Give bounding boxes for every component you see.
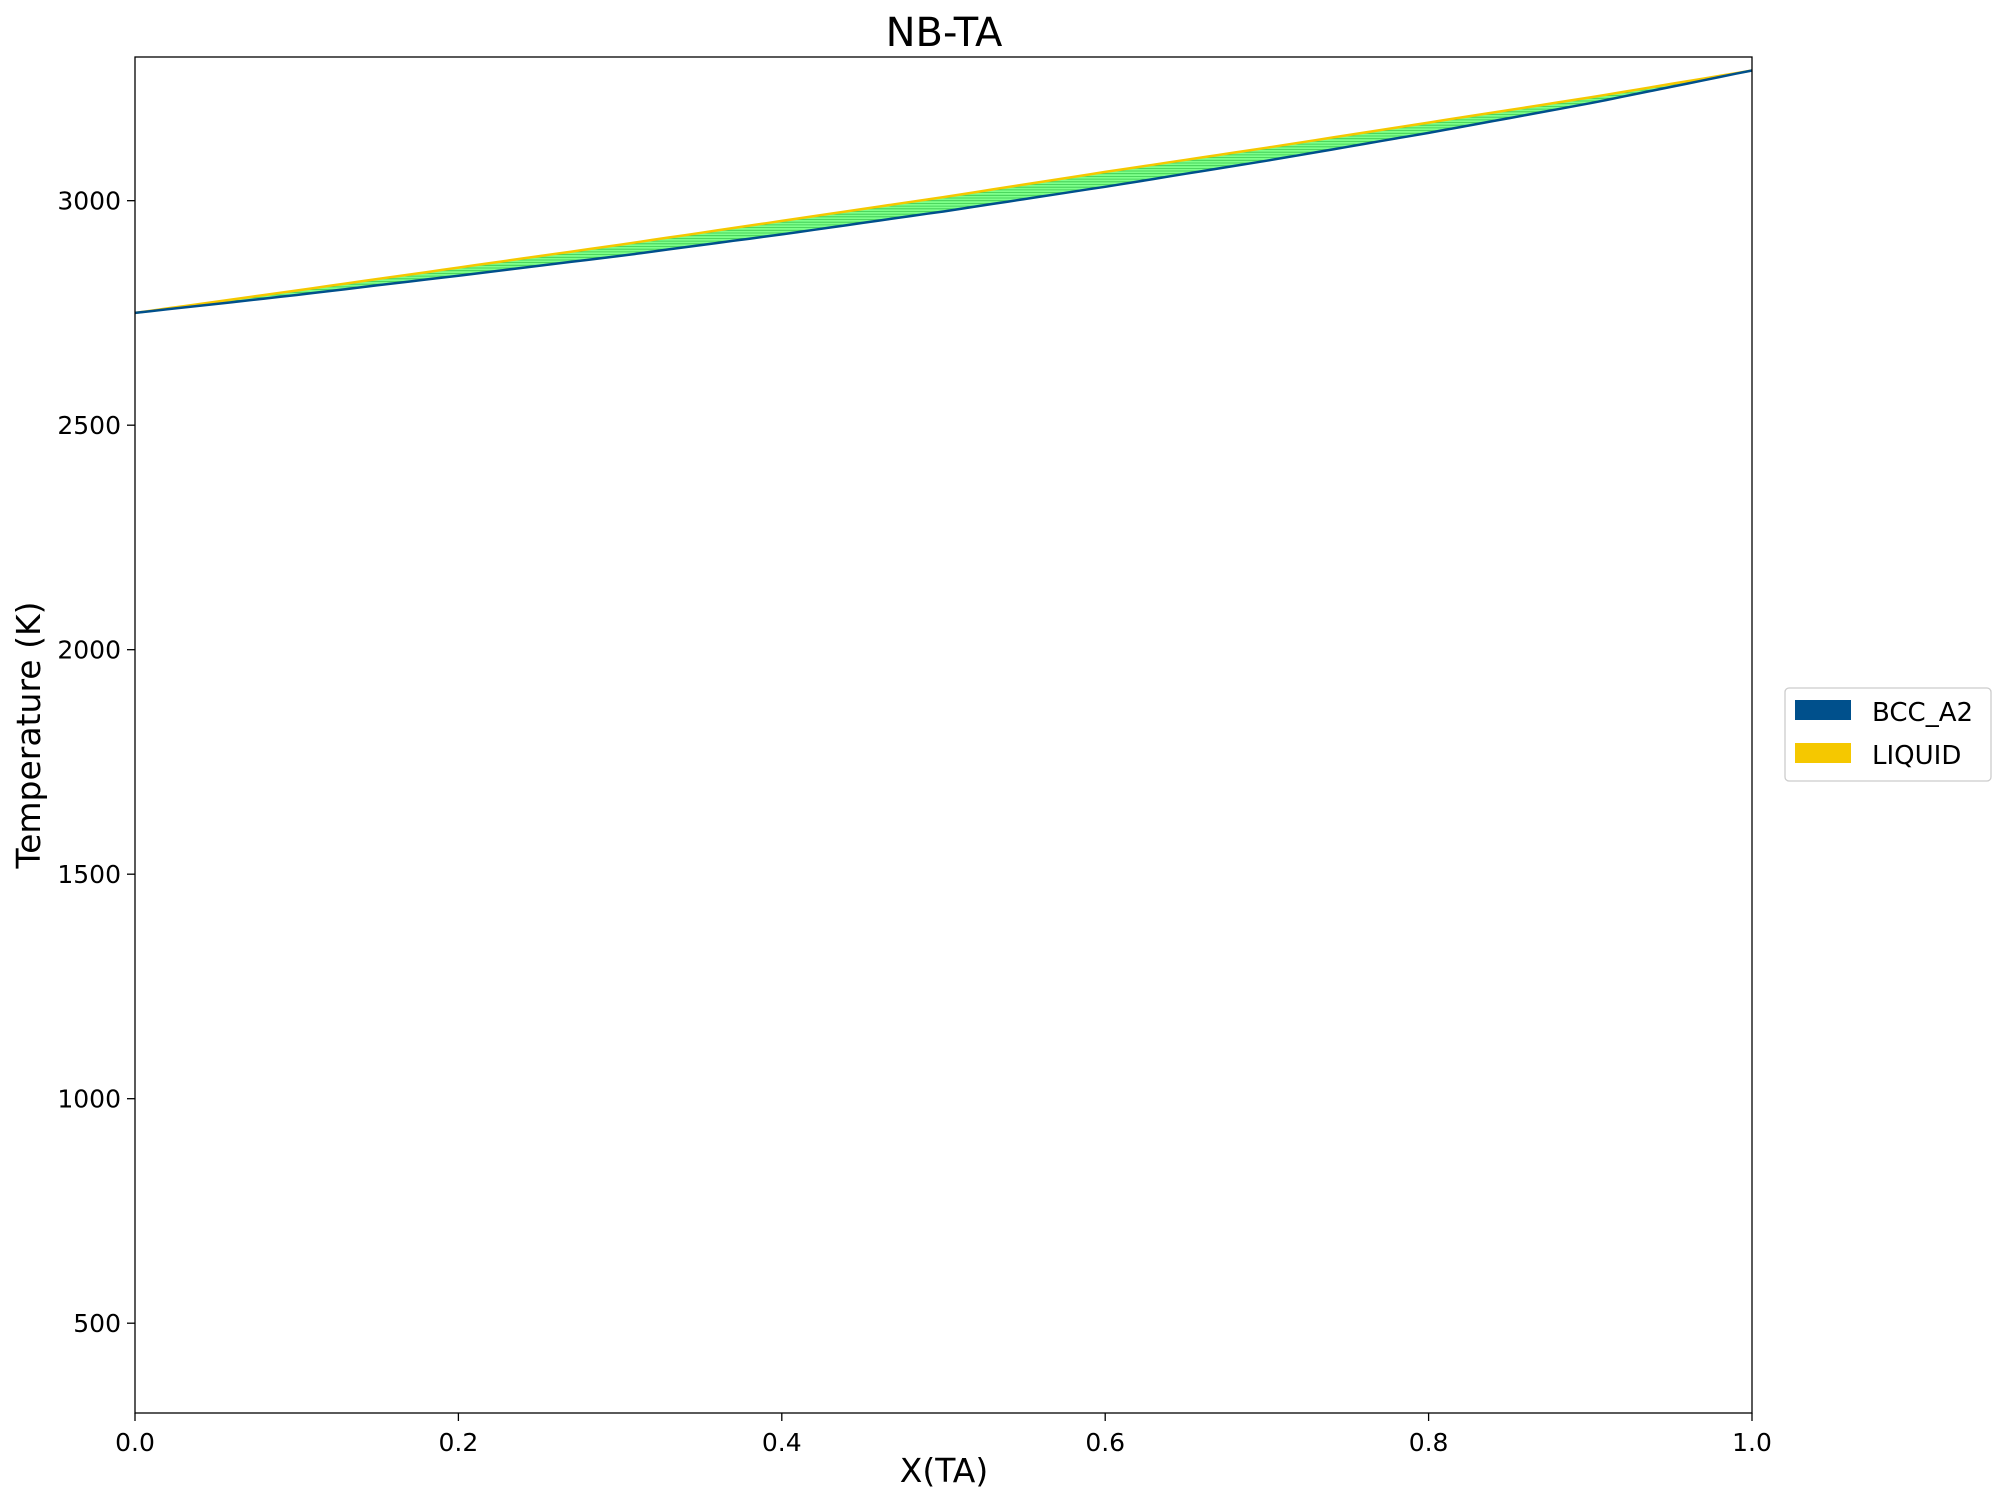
two-phase-region [135,70,1752,313]
legend-label-liquid: LIQUID [1872,741,1961,771]
x-tick-label: 0.0 [115,1428,155,1457]
y-axis-label: Temperature (K) [9,602,48,870]
y-tick-label: 1000 [57,1085,121,1114]
legend-swatch-liquid [1795,743,1851,763]
x-tick-label: 1.0 [1732,1428,1772,1457]
legend-swatch-bcc-a2 [1795,700,1851,720]
plot-layer [134,69,1753,315]
plot-area-frame [134,56,1753,1414]
x-tick-label: 0.4 [762,1428,802,1457]
solidus-line [134,69,1753,315]
y-tick-label: 3000 [57,187,121,216]
y-axis: 500 1000 1500 2000 2500 3000 [57,187,135,1338]
x-axis-label: X(TA) [900,1451,989,1490]
x-tick-label: 0.8 [1409,1428,1449,1457]
x-tick-label: 0.2 [439,1428,479,1457]
y-tick-label: 500 [73,1309,121,1338]
x-tick-label: 0.6 [1085,1428,1125,1457]
liquidus-line [134,69,1753,315]
y-tick-label: 2000 [57,636,121,665]
x-axis: 0.0 0.2 0.4 0.6 0.8 1.0 [115,1413,1772,1457]
legend-label-bcc-a2: BCC_A2 [1872,698,1973,728]
y-tick-label: 2500 [57,411,121,440]
chart-title: NB-TA [886,10,1003,56]
y-tick-label: 1500 [57,860,121,889]
legend: BCC_A2 LIQUID [1784,687,1992,782]
